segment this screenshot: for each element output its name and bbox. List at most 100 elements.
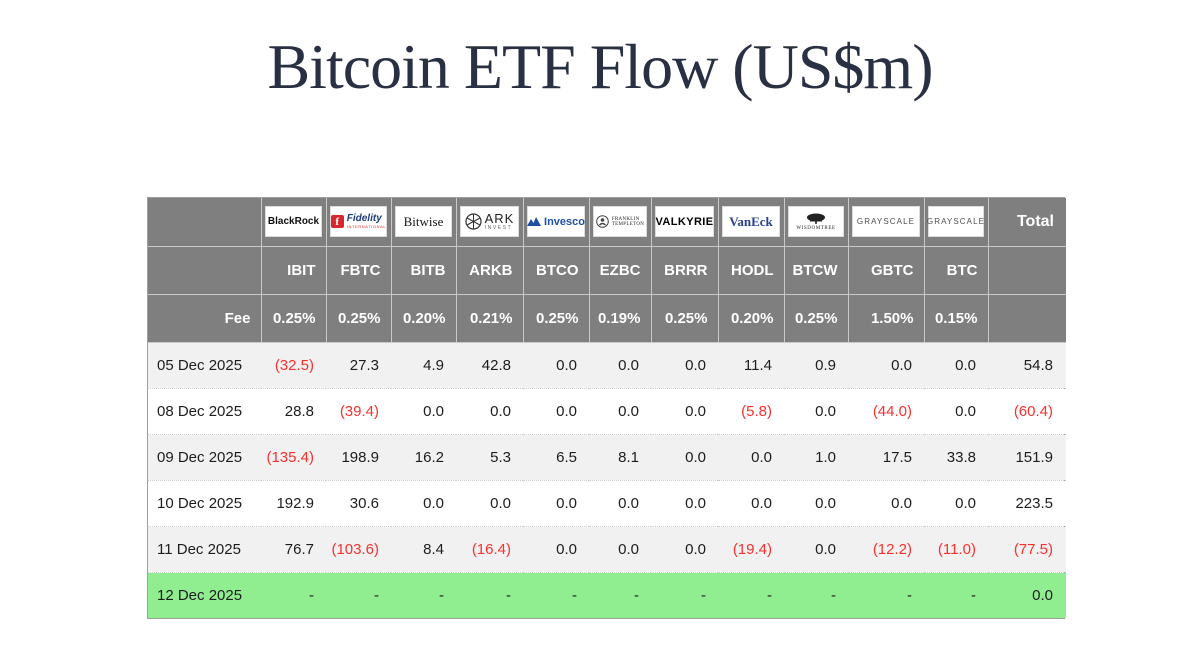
fee-cell-btcw: 0.25% [783, 294, 848, 343]
logo-cell-btcw: WISDOMTREE [783, 198, 848, 247]
total-value-cell: (77.5) [1013, 540, 1053, 558]
etf-flow-table: BlackRock f Fidelity INTERNATIONAL Bitwise AR… [148, 198, 1066, 618]
ticker-row: IBIT FBTC BITB ARKB BTCO EZBC BRRR HODL BTCW GBTC… [148, 246, 1066, 295]
flow-value-cell: (11.0) [937, 540, 976, 558]
ticker-total-blank-cell [987, 246, 1066, 295]
logo-cell-bitb: Bitwise [390, 198, 456, 247]
table-row: 05 Dec 2025 (32.5) 27.3 4.9 42.8 0.0 0.0 0.0 11.… [148, 342, 1066, 388]
invesco-logo: Invesco [527, 206, 585, 238]
logo-cell-ezbc: FRANKLIN TEMPLETON [588, 198, 651, 247]
flow-value-cell: 27.3 [349, 356, 379, 374]
total-value-cell: (60.4) [1013, 402, 1053, 420]
flow-value-cell: (44.0) [872, 402, 912, 420]
blackrock-wordmark: BlackRock [267, 216, 320, 228]
flow-value-cell: - [907, 586, 912, 604]
flow-value-cell: 0.0 [815, 494, 836, 512]
flow-value-cell: 0.0 [685, 402, 706, 420]
flow-value-cell: 76.7 [284, 540, 314, 558]
flow-value-cell: 6.5 [556, 448, 577, 466]
ark-subtitle: INVEST [484, 225, 513, 232]
ark-logo: ARK INVEST [460, 206, 519, 238]
table-row: 12 Dec 2025 - - - - - - - - - - - 0.0 [148, 572, 1066, 618]
ark-wordmark: ARK [484, 211, 515, 227]
fidelity-logo-group: f Fidelity INTERNATIONAL [330, 214, 387, 230]
flow-value-cell: 5.3 [490, 448, 511, 466]
franklin-logo: FRANKLIN TEMPLETON [593, 206, 647, 238]
flow-value-cell: - [831, 586, 836, 604]
wisdomtree-logo: WISDOMTREE [788, 206, 844, 238]
flow-value-cell: 0.0 [751, 494, 772, 512]
flow-value-cell: 0.0 [751, 448, 772, 466]
flow-value-cell: 0.0 [685, 494, 706, 512]
table-row: 10 Dec 2025 192.9 30.6 0.0 0.0 0.0 0.0 0.0 0.0 0.… [148, 480, 1066, 526]
flow-value-cell: 0.0 [618, 356, 639, 374]
grayscale-logo: GRAYSCALE [927, 206, 984, 238]
flow-value-cell: 4.9 [423, 356, 444, 374]
logo-cell-hodl: VanEck [717, 198, 784, 247]
logo-row: BlackRock f Fidelity INTERNATIONAL Bitwise AR… [148, 198, 1066, 247]
grayscale-logo: GRAYSCALE [852, 206, 920, 238]
ticker-cell-brrr: BRRR [650, 246, 718, 295]
fidelity-subtitle: INTERNATIONAL [346, 224, 387, 230]
flow-value-cell: 192.9 [276, 494, 314, 512]
flow-value-cell: 0.0 [955, 356, 976, 374]
flow-value-cell: 0.0 [490, 402, 511, 420]
bitwise-wordmark: Bitwise [403, 213, 444, 229]
flow-value-cell: 0.0 [618, 402, 639, 420]
flow-value-cell: - [634, 586, 639, 604]
flow-value-cell: 30.6 [349, 494, 379, 512]
invesco-logo-group: Invesco [527, 216, 585, 228]
grayscale-wordmark: GRAYSCALE [856, 217, 916, 227]
ticker-cell-fbtc: FBTC [325, 246, 391, 295]
fidelity-logo: f Fidelity INTERNATIONAL [330, 206, 387, 238]
flow-value-cell: 0.0 [423, 494, 444, 512]
flow-value-cell: - [374, 586, 379, 604]
total-value-cell: 151.9 [1015, 448, 1053, 466]
flow-value-cell: (39.4) [339, 402, 379, 420]
date-cell: 05 Dec 2025 [157, 356, 243, 374]
flow-value-cell: - [506, 586, 511, 604]
flow-value-cell: 0.0 [891, 494, 912, 512]
date-cell: 11 Dec 2025 [157, 540, 241, 558]
flow-value-cell: (16.4) [471, 540, 511, 558]
flow-value-cell: (103.6) [331, 540, 379, 558]
logo-cell-btc: GRAYSCALE [923, 198, 988, 247]
fee-row: Fee 0.25% 0.25% 0.20% 0.21% 0.25% 0.19% 0.25% 0.… [148, 294, 1066, 343]
ticker-blank-cell [148, 246, 261, 295]
valkyrie-logo: VALKYRIE [655, 206, 714, 238]
flow-value-cell: (32.5) [274, 356, 314, 374]
etf-flow-table-container: BlackRock f Fidelity INTERNATIONAL Bitwise AR… [147, 197, 1066, 619]
total-value-cell: 54.8 [1023, 356, 1053, 374]
vaneck-logo: VanEck [722, 206, 780, 238]
ticker-cell-ezbc: EZBC [588, 246, 651, 295]
date-cell: 08 Dec 2025 [157, 402, 243, 420]
fee-cell-ezbc: 0.19% [588, 294, 651, 343]
bitwise-logo: Bitwise [395, 206, 452, 238]
flow-value-cell: 0.0 [556, 402, 577, 420]
flow-value-cell: (5.8) [741, 402, 772, 420]
logo-cell-fbtc: f Fidelity INTERNATIONAL [325, 198, 391, 247]
vaneck-wordmark: VanEck [729, 213, 773, 229]
flow-value-cell: 33.8 [946, 448, 976, 466]
flow-value-cell: - [439, 586, 444, 604]
fee-cell-hodl: 0.20% [717, 294, 784, 343]
flow-value-cell: 8.1 [618, 448, 639, 466]
ark-circle-icon [465, 213, 482, 230]
flow-value-cell: - [767, 586, 772, 604]
flow-value-cell: - [701, 586, 706, 604]
fee-cell-fbtc: 0.25% [325, 294, 391, 343]
flow-value-cell: 0.0 [685, 448, 706, 466]
templeton-wordmark: TEMPLETON [611, 221, 645, 227]
flow-value-cell: 198.9 [341, 448, 379, 466]
flow-value-cell: 1.0 [815, 448, 836, 466]
total-value-cell: 223.5 [1015, 494, 1053, 512]
invesco-wordmark: Invesco [544, 215, 585, 228]
fee-cell-gbtc: 1.50% [847, 294, 924, 343]
table-row: 09 Dec 2025 (135.4) 198.9 16.2 5.3 6.5 8.1 0.0 0… [148, 434, 1066, 480]
flow-value-cell: 0.0 [556, 356, 577, 374]
fee-label-cell: Fee [148, 294, 261, 343]
flow-value-cell: 8.4 [423, 540, 444, 558]
wisdomtree-tree-icon [807, 213, 825, 224]
table-row: 11 Dec 2025 76.7 (103.6) 8.4 (16.4) 0.0 0.0 0.0… [148, 526, 1066, 572]
